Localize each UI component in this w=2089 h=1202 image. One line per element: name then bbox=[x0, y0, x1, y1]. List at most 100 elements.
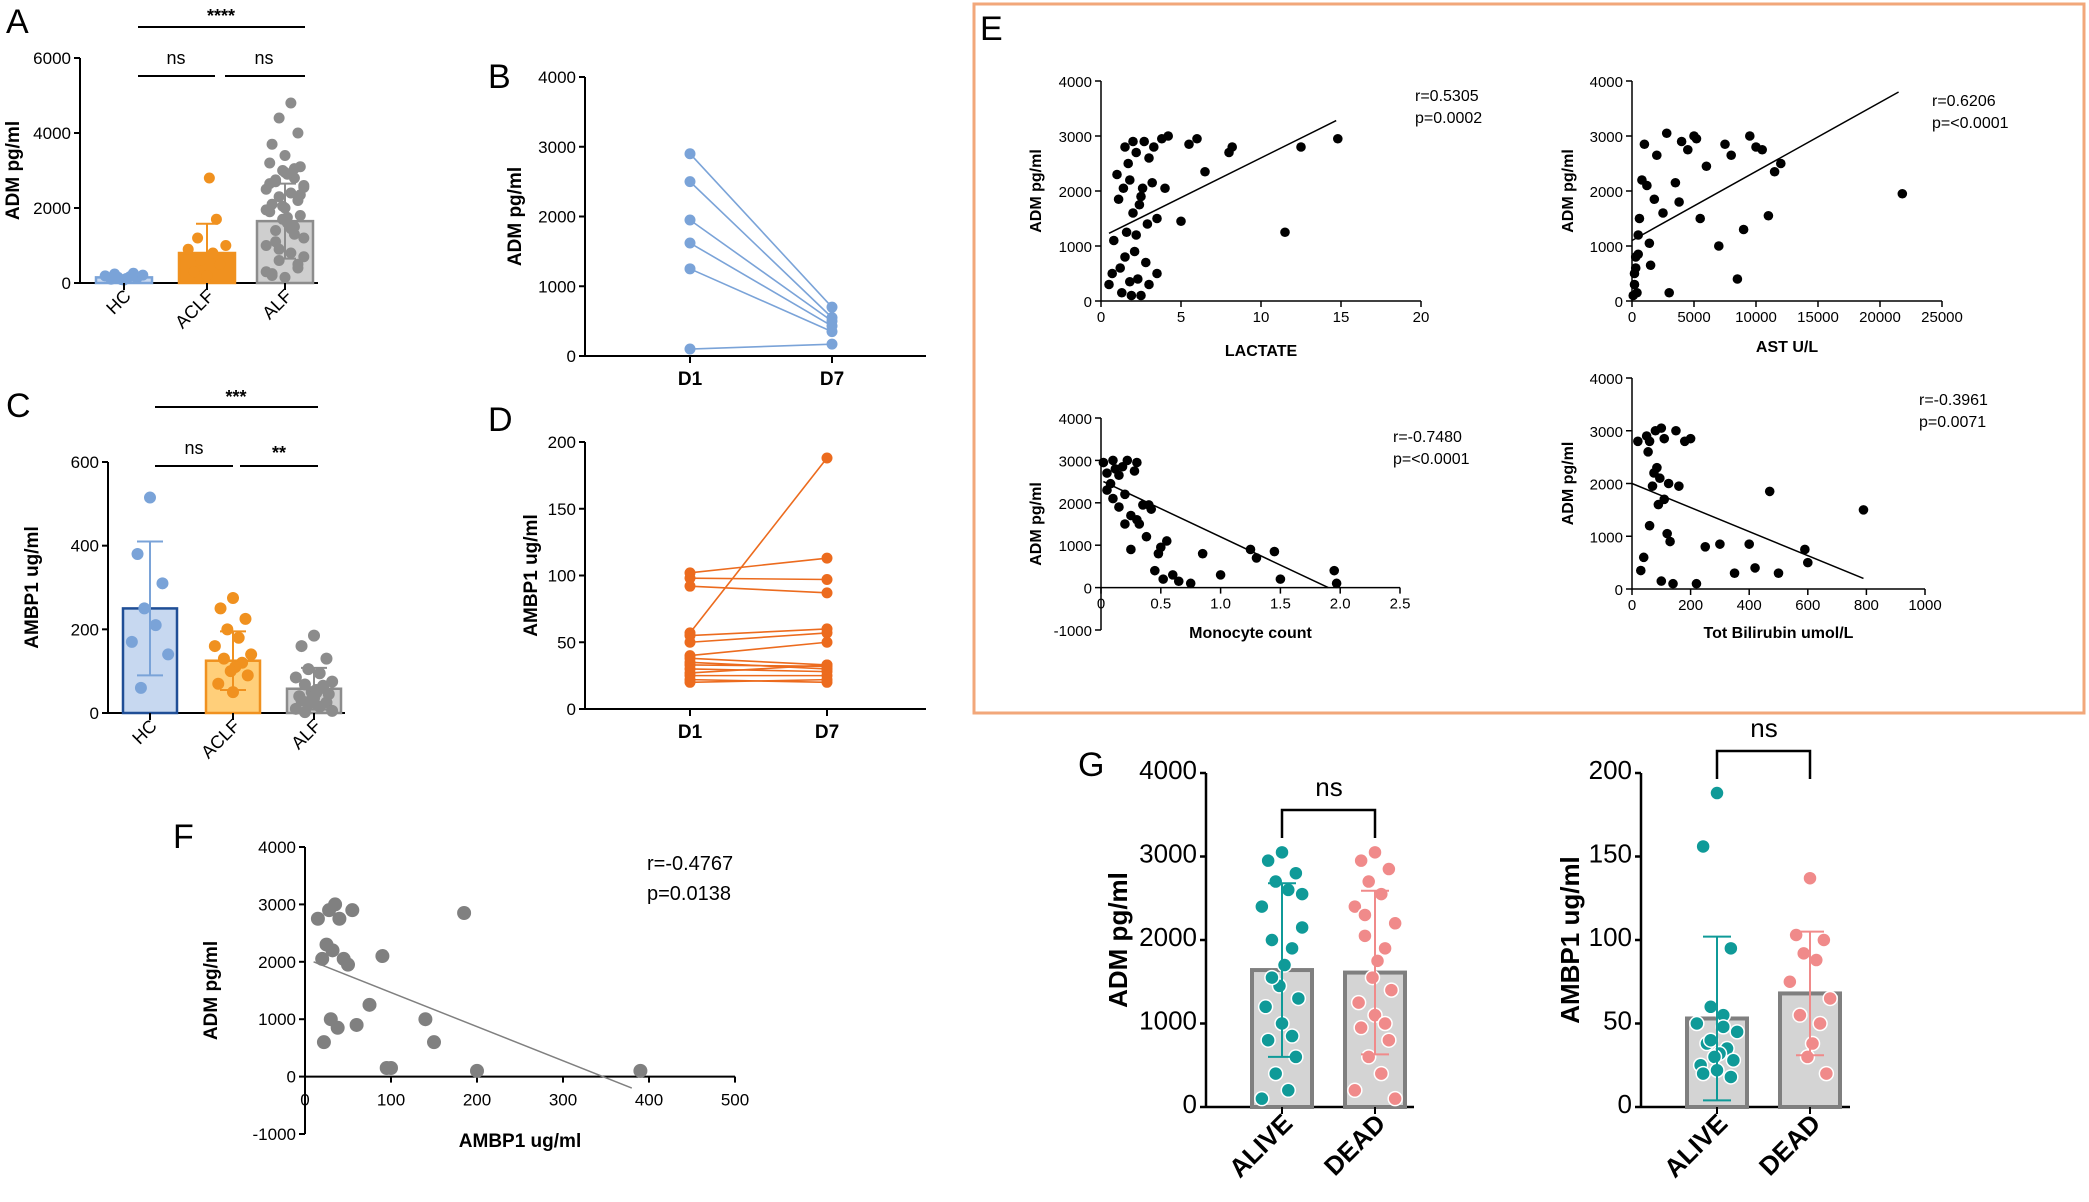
data-point bbox=[1280, 227, 1290, 238]
data-point bbox=[1134, 519, 1145, 529]
data-point bbox=[1290, 990, 1307, 1007]
data-point bbox=[313, 667, 326, 680]
panel-c: 0 200 400 600 AMBP1 ug/ml HC ACLF ALF *** ns ** C bbox=[6, 387, 345, 762]
data-point bbox=[239, 612, 252, 625]
data-point bbox=[1668, 578, 1678, 589]
data-point bbox=[1197, 548, 1208, 559]
data-point bbox=[1105, 478, 1116, 489]
significance-bracket bbox=[1715, 749, 1812, 779]
data-point bbox=[1695, 838, 1711, 855]
data-point bbox=[1158, 574, 1168, 584]
y-tick-label: 150 bbox=[548, 500, 576, 519]
paired-line bbox=[689, 153, 833, 308]
data-point bbox=[1215, 570, 1226, 580]
data-point bbox=[1726, 150, 1736, 161]
data-point bbox=[1141, 531, 1152, 542]
data-point bbox=[1353, 1019, 1369, 1036]
data-point bbox=[1098, 457, 1109, 468]
x-tick-label: 200 bbox=[463, 1091, 491, 1110]
y-tick-label: 4000 bbox=[33, 124, 71, 143]
x-tick-label: 0 bbox=[300, 1091, 309, 1110]
data-point bbox=[1200, 166, 1210, 177]
y-tick-label: 1000 bbox=[1590, 529, 1623, 546]
data-point bbox=[298, 232, 310, 244]
data-point bbox=[277, 200, 289, 212]
data-point bbox=[1633, 230, 1643, 240]
data-point bbox=[1782, 974, 1798, 990]
data-point bbox=[821, 659, 833, 671]
y-axis-label: ADM pg/ml bbox=[1028, 149, 1045, 233]
x-tick-label: 5000 bbox=[1677, 309, 1710, 326]
paired-line bbox=[689, 641, 828, 657]
paired-line bbox=[689, 268, 833, 333]
data-point bbox=[1120, 252, 1130, 262]
data-point bbox=[1723, 1069, 1739, 1085]
data-point bbox=[1822, 990, 1838, 1007]
data-point bbox=[1118, 183, 1129, 194]
data-point bbox=[1659, 494, 1670, 505]
data-point bbox=[1638, 552, 1649, 563]
paired-line bbox=[689, 628, 828, 637]
x-tick-label: 25000 bbox=[1921, 309, 1963, 326]
panel-letter: F bbox=[173, 818, 194, 856]
y-tick-label: 1000 bbox=[1139, 1006, 1197, 1036]
y-tick-label: 0 bbox=[1615, 582, 1623, 599]
data-point bbox=[292, 258, 304, 270]
data-point bbox=[1260, 1032, 1276, 1048]
data-point bbox=[1674, 481, 1684, 491]
data-point bbox=[325, 943, 340, 958]
data-point bbox=[1802, 870, 1818, 886]
x-tick-label: 400 bbox=[1737, 597, 1762, 614]
x-tick-label: 20 bbox=[1413, 309, 1430, 326]
data-point bbox=[285, 247, 297, 259]
data-point bbox=[1274, 844, 1290, 861]
data-point bbox=[1257, 999, 1274, 1015]
data-point bbox=[328, 897, 343, 912]
data-point bbox=[1160, 183, 1170, 194]
data-point bbox=[1360, 1049, 1377, 1065]
x-tick-label: 5 bbox=[1177, 309, 1185, 326]
x-tick-label: D7 bbox=[820, 369, 844, 390]
regression-line bbox=[1108, 119, 1337, 235]
data-point bbox=[1652, 150, 1662, 161]
data-point bbox=[273, 112, 285, 124]
data-point bbox=[1723, 940, 1739, 957]
data-point bbox=[1776, 158, 1786, 169]
data-point bbox=[288, 163, 300, 175]
data-point bbox=[1136, 290, 1146, 301]
data-point bbox=[1146, 504, 1157, 514]
data-point bbox=[1645, 260, 1656, 271]
y-axis-label: ADM pg/ml bbox=[1103, 872, 1133, 1008]
y-tick-label: 400 bbox=[71, 537, 99, 556]
x-tick-label: ALIVE bbox=[1658, 1108, 1733, 1183]
x-tick-label: ALIVE bbox=[1223, 1108, 1298, 1183]
y-tick-label: 0 bbox=[567, 700, 576, 719]
x-axis-label: Tot Bilirubin umol/L bbox=[1704, 625, 1854, 642]
data-point bbox=[308, 629, 320, 642]
panel-letter: C bbox=[6, 387, 31, 425]
panel-a: 0 2000 4000 6000 ADM pg/ml HC ACLF ALF **** ns ns A bbox=[3, 3, 318, 332]
data-point bbox=[1280, 1082, 1297, 1099]
correlation-r: r=-0.7480 bbox=[1393, 429, 1462, 446]
data-point bbox=[1818, 1065, 1835, 1082]
x-tick-label: 1000 bbox=[1908, 597, 1941, 614]
correlation-r: r=0.5305 bbox=[1415, 88, 1479, 105]
data-point bbox=[1647, 481, 1658, 491]
data-point bbox=[470, 1063, 484, 1078]
data-point bbox=[281, 211, 293, 223]
data-point bbox=[212, 677, 225, 690]
data-point bbox=[1128, 136, 1138, 147]
significance-label: ** bbox=[272, 443, 286, 463]
correlation-p: p=0.0138 bbox=[647, 883, 731, 905]
data-point bbox=[826, 301, 838, 313]
y-axis-label: ADM pg/ml bbox=[505, 167, 526, 266]
data-point bbox=[1333, 133, 1343, 144]
x-tick-label: 300 bbox=[549, 1091, 577, 1110]
x-tick-label: ALF bbox=[287, 716, 324, 753]
data-point bbox=[1128, 208, 1138, 218]
panel-letter: B bbox=[488, 58, 511, 96]
data-point bbox=[279, 166, 291, 178]
data-point bbox=[1639, 139, 1650, 150]
data-point bbox=[1367, 844, 1383, 861]
data-point bbox=[1745, 131, 1755, 141]
